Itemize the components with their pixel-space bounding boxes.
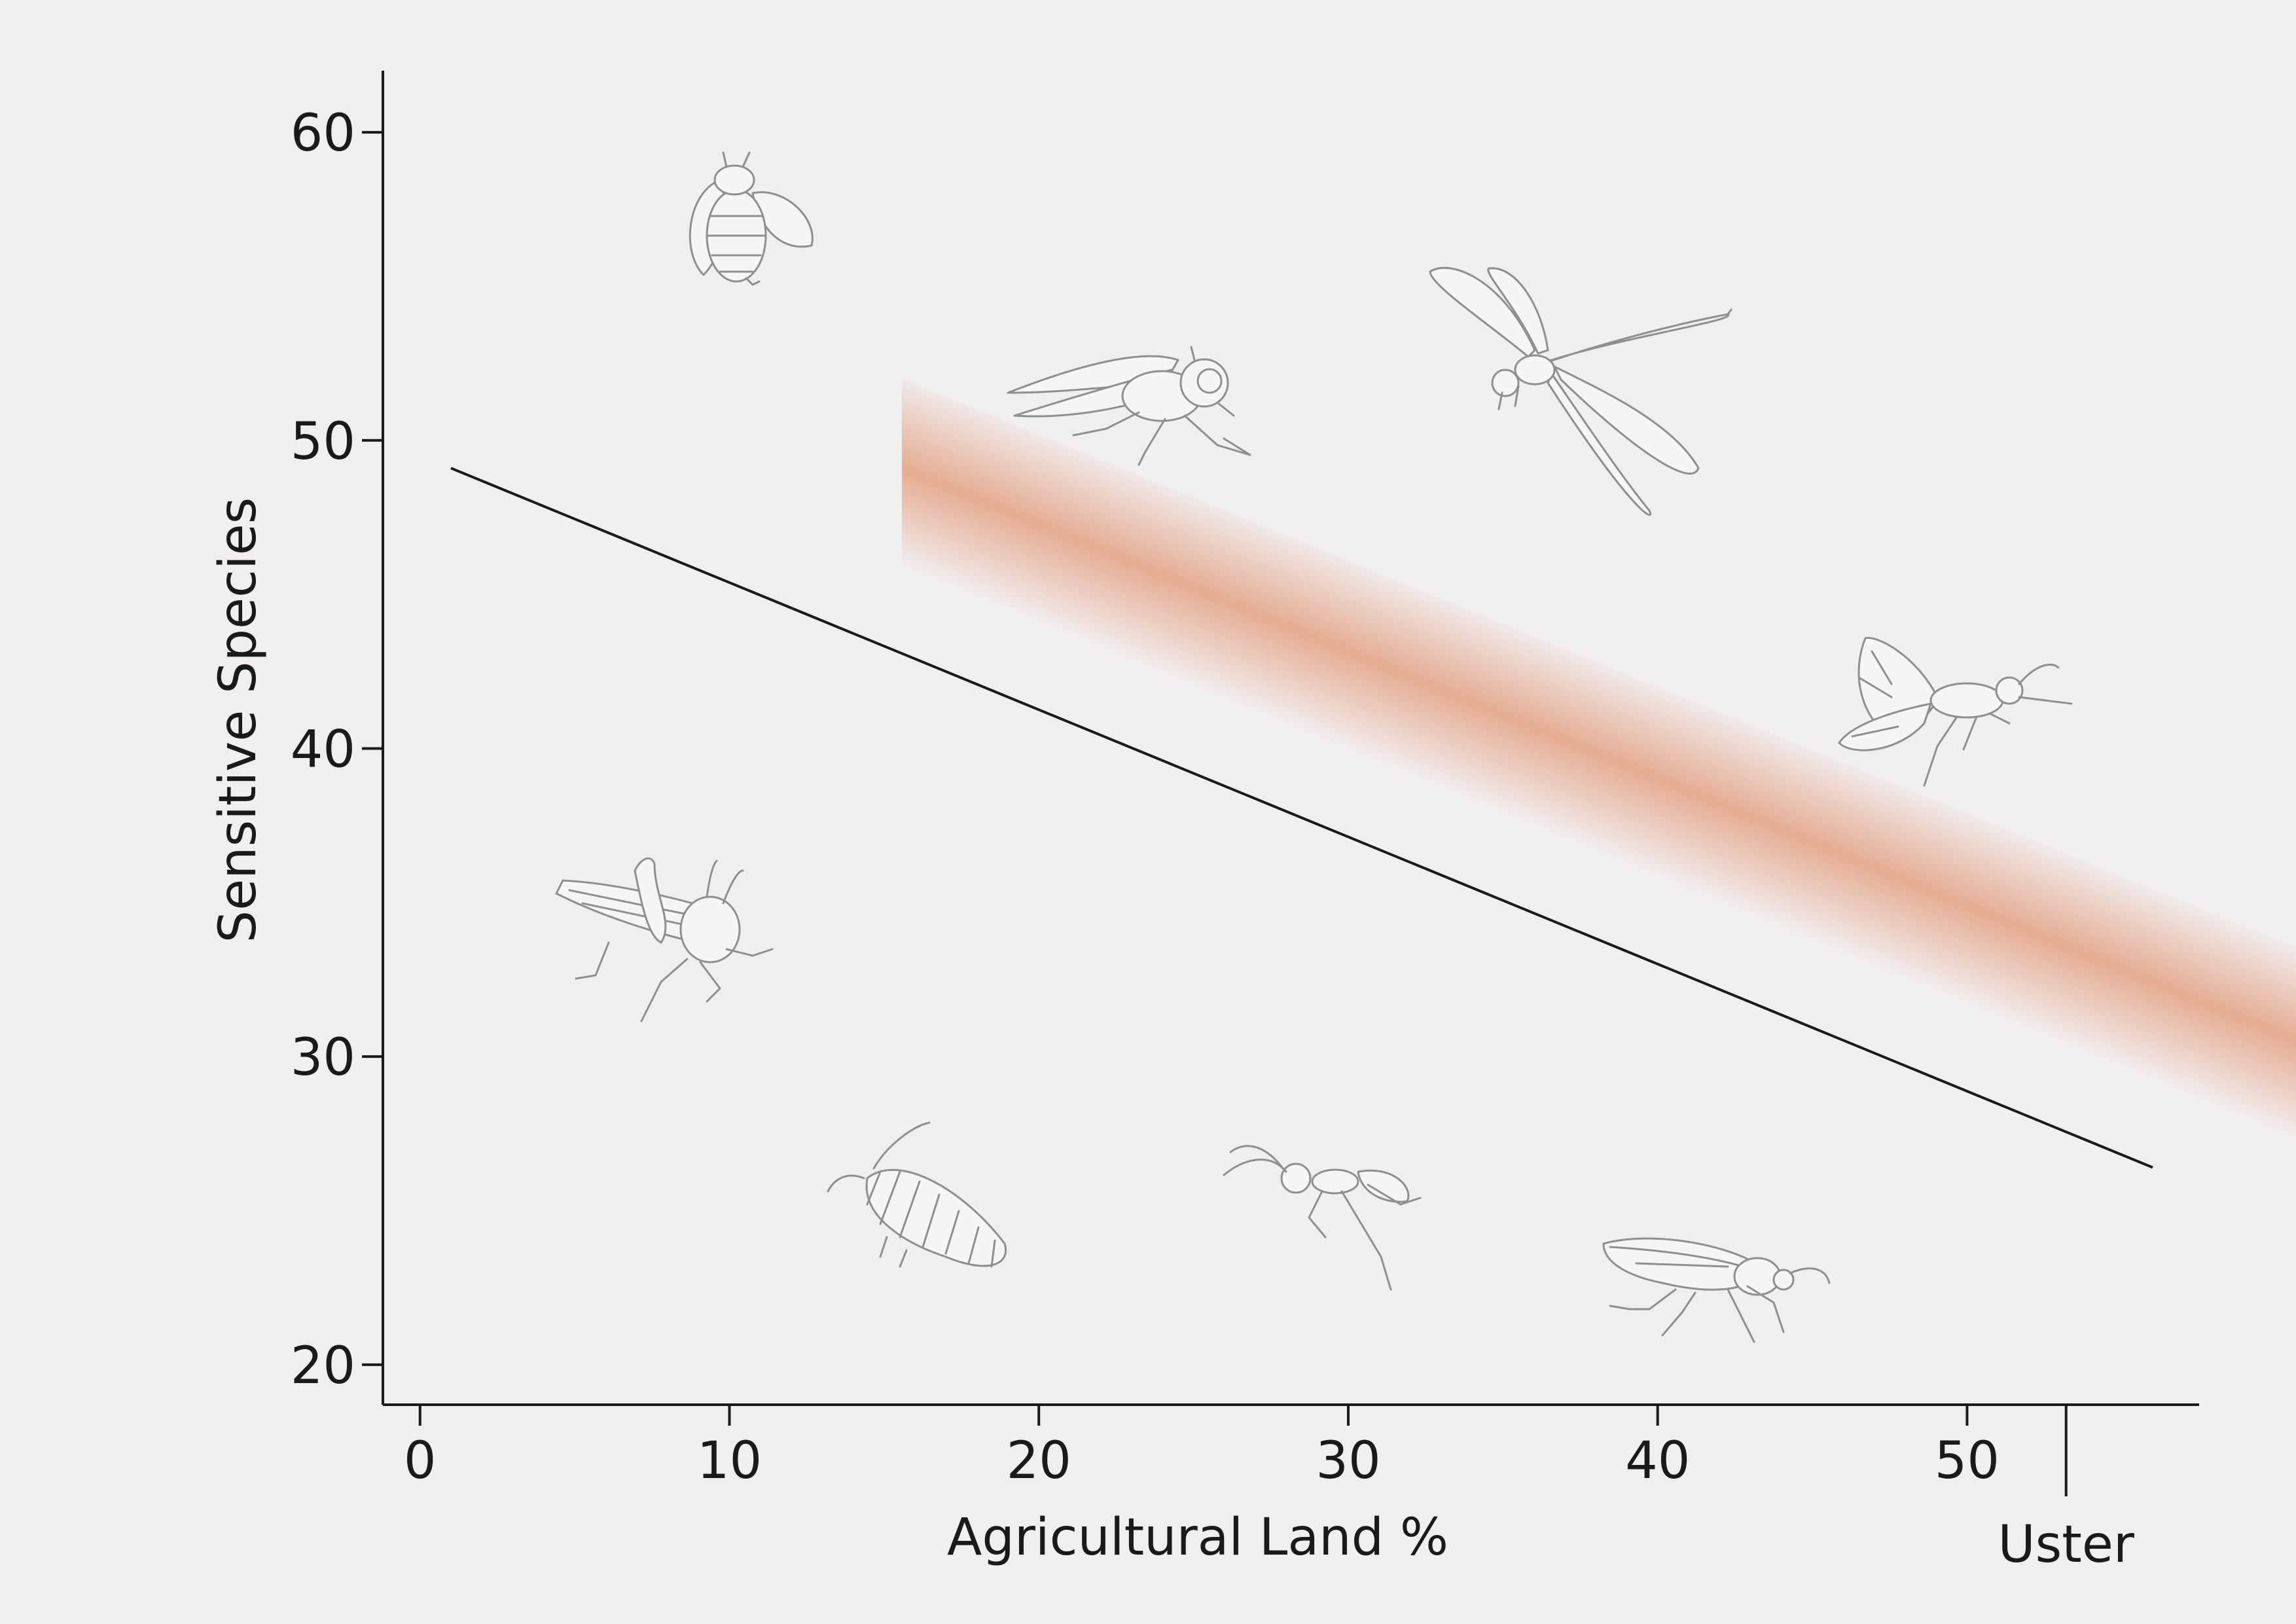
confidence-band [902, 378, 2296, 1272]
x-axis-title: Agricultural Land % [947, 1508, 1448, 1567]
confidence-band-layer [902, 378, 2296, 1272]
x-tick-label: 10 [697, 1432, 762, 1490]
y-tick-label: 30 [291, 1028, 355, 1087]
dragonfly-icon [1429, 266, 1732, 516]
x-tick-label: 30 [1316, 1432, 1380, 1490]
y-tick-label: 50 [291, 412, 355, 471]
insect-illustrations [555, 151, 2073, 1343]
y-tick-label: 60 [291, 104, 355, 163]
x-tick-label: 40 [1625, 1432, 1690, 1490]
x-tick-label: 50 [1935, 1432, 2000, 1490]
moth-icon [1838, 637, 2073, 787]
larva-icon [827, 1121, 1007, 1268]
housefly-icon [1007, 346, 1251, 466]
bee-icon [689, 151, 814, 286]
y-axis-ticks: 20 30 40 50 60 [291, 104, 383, 1396]
x-tick-label: 0 [404, 1432, 437, 1490]
x-tick-label: 20 [1007, 1432, 1071, 1490]
ant-icon [1223, 1145, 1422, 1291]
regression-line [450, 467, 2153, 1169]
grasshopper-icon [555, 857, 774, 1022]
x-axis-ticks: 0 10 20 30 40 50 [404, 1405, 2000, 1490]
y-tick-label: 20 [291, 1337, 355, 1396]
y-tick-label: 40 [291, 720, 355, 779]
reference-marker-label: Uster [1998, 1515, 2135, 1574]
confidence-band-area [902, 378, 2296, 1272]
y-axis-title: Sensitive Species [209, 497, 268, 943]
shield-bug-icon [1602, 1237, 1831, 1343]
